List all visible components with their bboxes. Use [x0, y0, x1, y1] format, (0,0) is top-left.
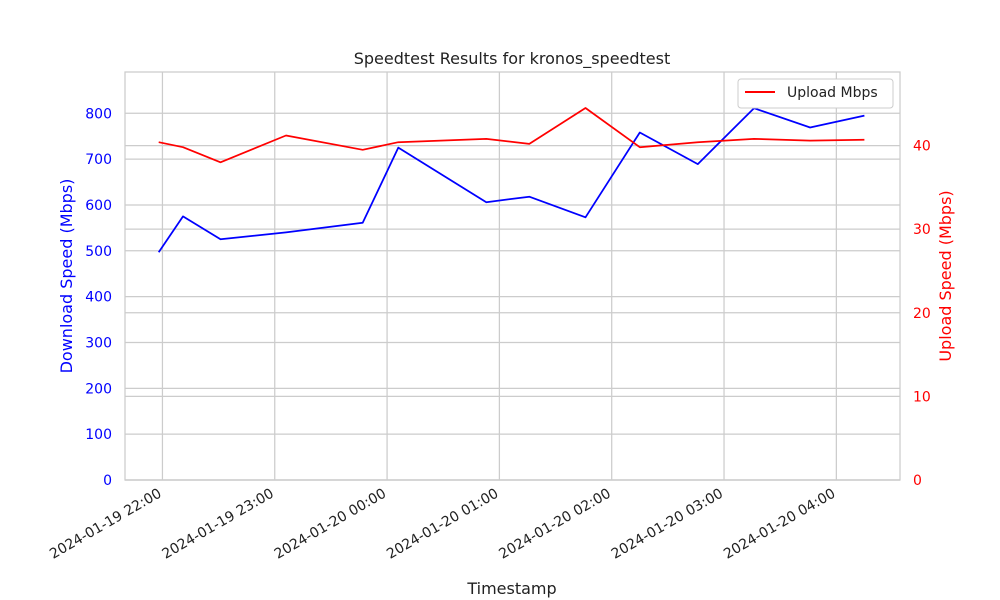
- left-tick-label: 100: [85, 427, 112, 443]
- left-tick-label: 200: [85, 381, 112, 397]
- x-tick-label: 2024-01-20 03:00: [609, 486, 726, 563]
- left-tick-label: 300: [85, 335, 112, 351]
- left-tick-label: 0: [103, 473, 112, 489]
- left-tick-label: 700: [85, 152, 112, 168]
- left-tick-label: 600: [85, 198, 112, 214]
- series-layer: [157, 107, 865, 253]
- chart-title: Speedtest Results for kronos_speedtest: [354, 49, 671, 69]
- horizontal-gridlines: [125, 112, 900, 481]
- x-tick-label: 2024-01-20 00:00: [272, 486, 389, 563]
- vertical-gridlines: [161, 72, 837, 480]
- x-tick-label: 2024-01-19 23:00: [159, 486, 276, 563]
- left-axis-label: Download Speed (Mbps): [57, 179, 76, 374]
- upload-series-line: [158, 107, 865, 164]
- right-axis-label: Upload Speed (Mbps): [936, 190, 955, 361]
- left-axis-ticks: 0 100 200 300 400 500 600 700 800: [85, 106, 112, 489]
- legend-box: [737, 78, 894, 109]
- x-tick-label: 2024-01-19 22:00: [47, 486, 164, 563]
- right-tick-label: 20: [913, 306, 931, 322]
- left-tick-label: 400: [85, 290, 112, 306]
- right-tick-label: 10: [913, 389, 931, 405]
- left-tick-label: 800: [85, 106, 112, 122]
- x-axis-label: Timestamp: [466, 579, 556, 598]
- x-tick-label: 2024-01-20 01:00: [384, 486, 501, 563]
- legend-upload-label: Upload Mbps: [787, 85, 878, 101]
- left-tick-label: 500: [85, 244, 112, 260]
- plot-area-frame: [124, 71, 901, 481]
- right-tick-label: 30: [913, 222, 931, 238]
- right-tick-label: 40: [913, 139, 931, 155]
- legend: Upload Mbps: [737, 78, 894, 109]
- x-tick-label: 2024-01-20 02:00: [496, 486, 613, 563]
- download-series-line: [157, 107, 865, 253]
- right-tick-label: 0: [913, 473, 922, 489]
- right-axis-ticks: 0 10 20 30 40: [913, 139, 931, 489]
- x-tick-label: 2024-01-20 04:00: [721, 486, 838, 563]
